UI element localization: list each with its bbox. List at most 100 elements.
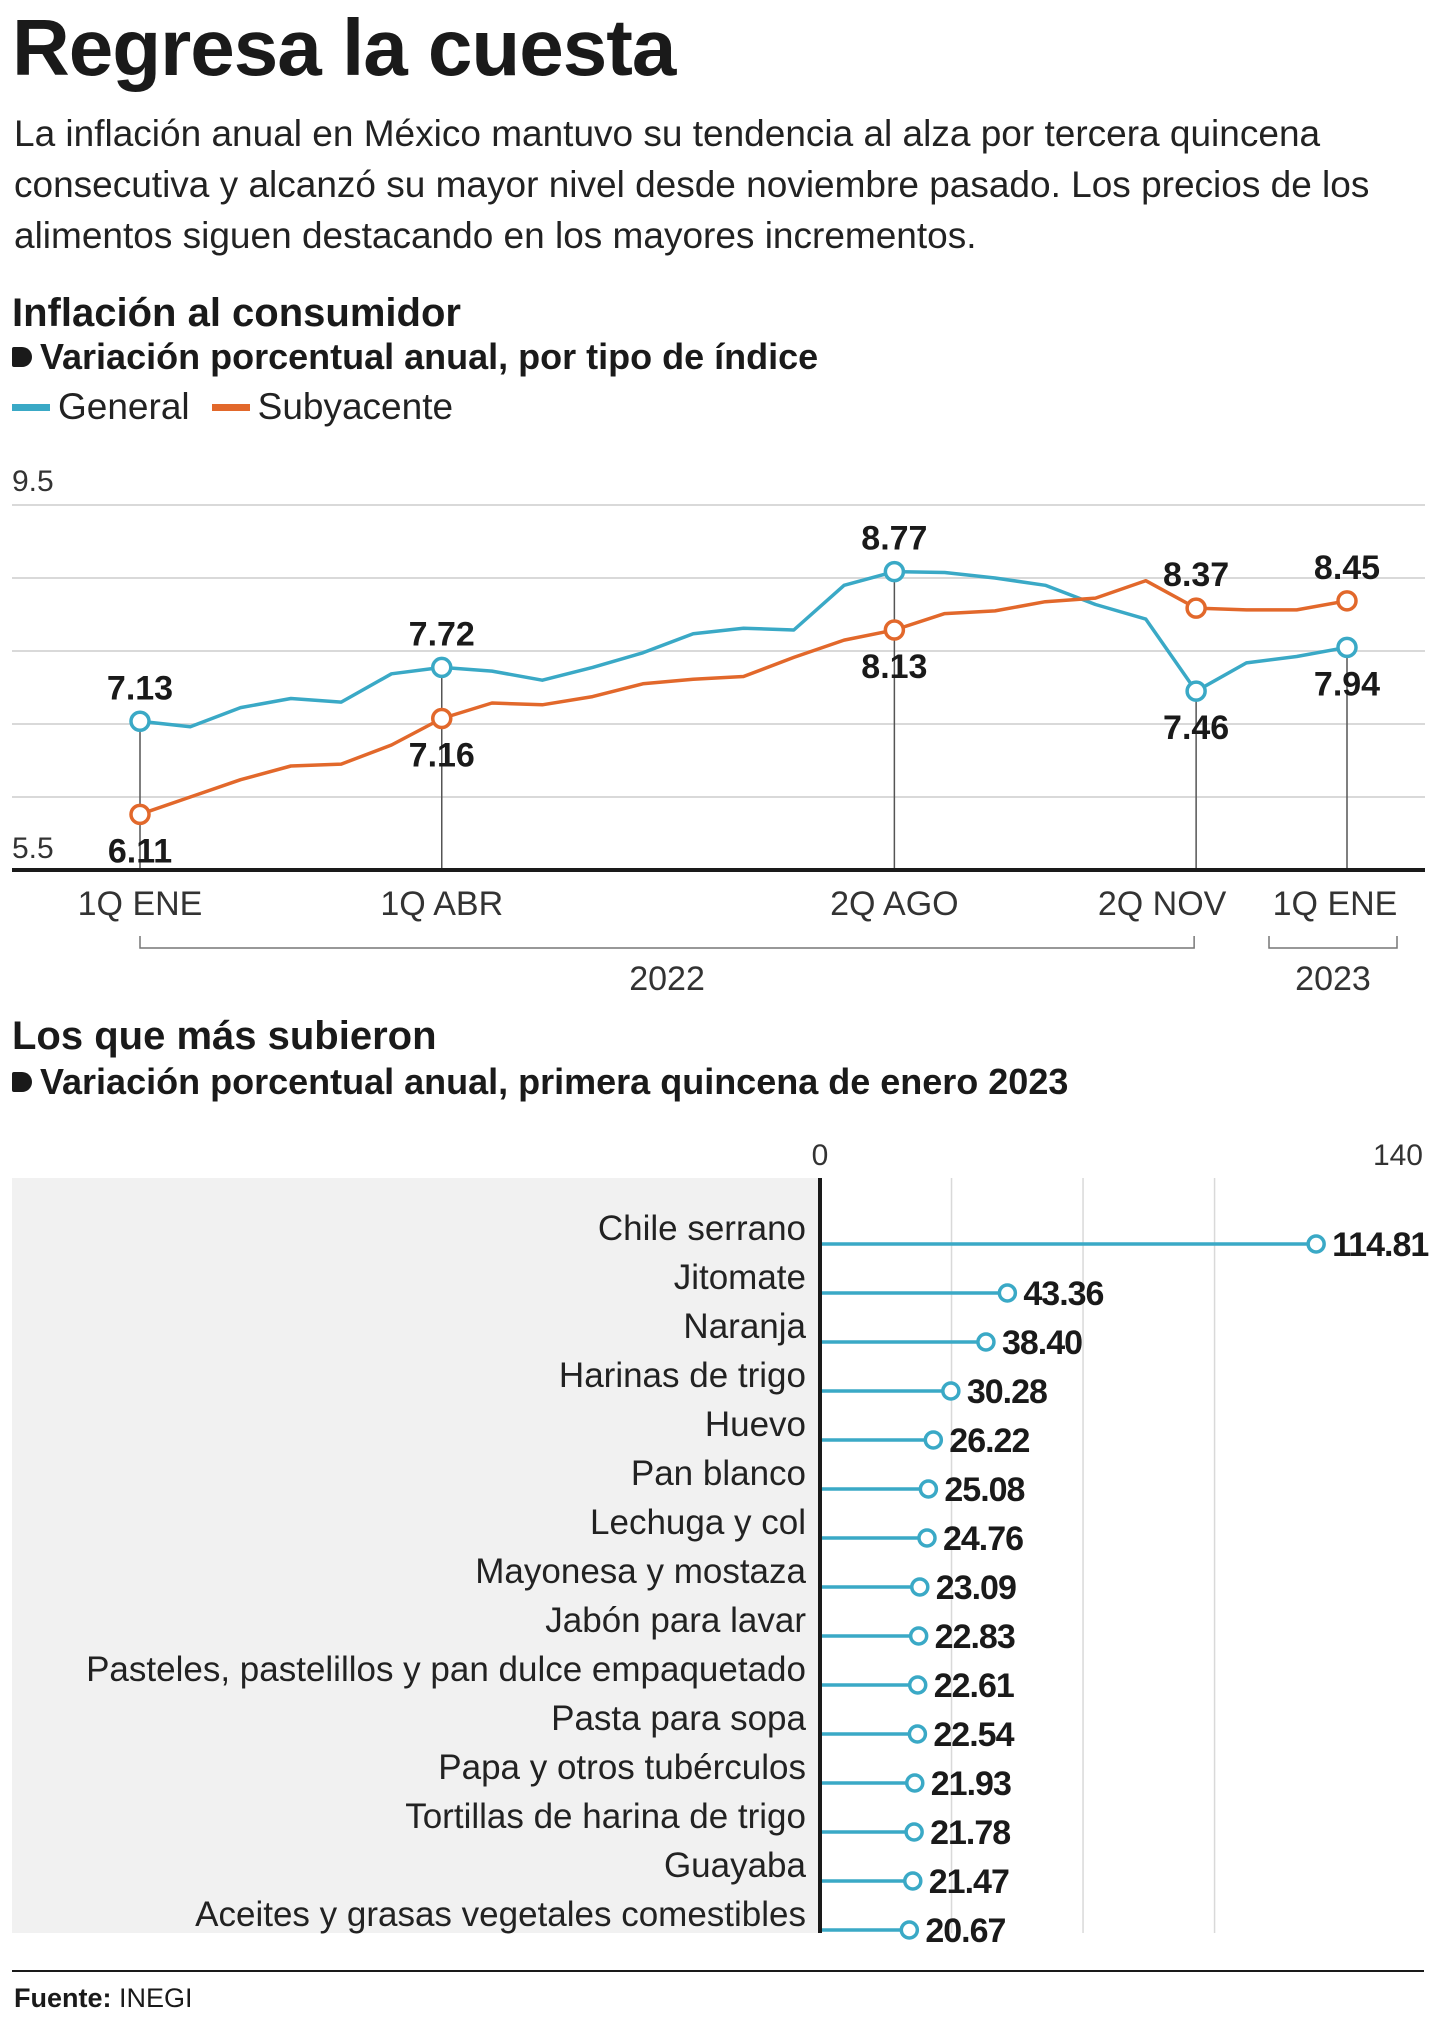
year-bracket [139,936,1195,949]
value-label: 22.83 [935,1618,1015,1656]
value-label: 21.78 [930,1814,1010,1852]
x-tick-label: 1Q ABR [380,885,503,923]
bar-chart-title: Los que más subieron [12,1014,437,1058]
data-point-subyacente [883,619,906,641]
data-point-subyacente [1185,597,1207,619]
line-chart-subtitle-row: Variación porcentual anual, por tipo de … [12,339,818,375]
x-tick-label: 2Q AGO [830,885,959,923]
lollipop-dot [1306,1234,1326,1254]
category-label: Pasta para sopa [551,1699,806,1738]
footer-divider [12,1970,1424,1972]
value-label: 21.93 [931,1765,1011,1803]
lollipop-dot [976,1332,996,1352]
data-point-general [431,656,453,679]
bullet-marker-icon [12,347,32,367]
source-value: INEGI [119,1983,193,2013]
lollipop-dot [923,1430,944,1450]
value-label: 24.76 [943,1520,1023,1558]
value-label: 21.47 [929,1863,1009,1901]
data-label: 7.46 [1163,709,1229,747]
category-label: Jabón para lavar [545,1601,806,1640]
lollipop-dot [904,1822,924,1842]
series-line-subyacente [139,578,1348,816]
category-label: Jitomate [674,1258,806,1297]
legend-item-general: General [12,386,190,428]
data-point-subyacente [129,803,151,826]
data-label: 6.11 [108,832,172,870]
data-point-general [1336,636,1358,659]
x-tick-label: 2Q NOV [1098,885,1227,923]
lollipop-dot [903,1871,923,1891]
value-label: 38.40 [1002,1324,1082,1362]
category-label: Aceites y grasas vegetales comestibles [195,1895,806,1934]
bullet-marker-icon [12,1072,32,1092]
x-tick-label: 1Q ENE [78,885,203,923]
data-point-subyacente [1336,590,1358,612]
category-label: Huevo [705,1405,806,1444]
data-label: 7.94 [1314,665,1380,703]
value-label: 22.61 [934,1667,1014,1705]
data-point-general [129,710,151,733]
y-tick-label: 9.5 [12,465,54,498]
x-tick-label: 140 [1373,1139,1423,1172]
value-label: 22.54 [933,1716,1014,1754]
page-title: Regresa la cuesta [12,3,676,92]
lollipop-dot [907,1675,928,1695]
lollipop-dot [917,1528,937,1548]
series-line-general [139,569,1348,729]
legend-swatch-general [12,403,50,411]
year-label: 2023 [1295,960,1371,998]
legend-item-subyacente: Subyacente [211,386,454,428]
data-label: 8.13 [861,648,927,686]
bar-chart-subtitle: Variación porcentual anual, primera quin… [40,1061,1069,1102]
intro-text: La inflación anual en México mantuvo su … [14,113,1370,256]
line-chart-title: Inflación al consumidor [12,291,461,335]
data-label: 7.13 [107,669,173,707]
data-label: 8.37 [1163,556,1229,594]
x-tick-label: 0 [812,1139,829,1172]
data-label: 7.72 [409,615,475,653]
lollipop-dot [907,1724,928,1744]
lollipop-dot [905,1773,925,1793]
category-label: Harinas de trigo [559,1356,806,1395]
lollipop-dot [918,1479,939,1499]
source-label: Fuente: [14,1983,112,2013]
data-point-subyacente [431,707,453,730]
category-label: Papa y otros tubérculos [438,1748,806,1787]
x-tick-label: 1Q ENE [1273,885,1398,923]
value-label: 26.22 [949,1422,1029,1460]
value-label: 30.28 [967,1373,1047,1411]
category-label: Pan blanco [631,1454,806,1493]
lollipop-dot [941,1381,961,1401]
data-point-general [883,560,906,583]
lollipop-dot [997,1283,1018,1303]
lollipop-chart: 0 140 Chile serrano 114.81 Jitomate 43.36 Nara… [12,1139,1429,1950]
line-chart-legend: General Subyacente [12,386,475,428]
data-label: 8.77 [861,520,927,558]
category-label: Guayaba [664,1846,807,1885]
source-note: Fuente: INEGI [14,1983,193,2014]
legend-swatch-subyacente [211,403,250,411]
year-bracket [1268,936,1398,949]
legend-label-general: General [58,386,190,427]
category-label: Lechuga y col [590,1503,806,1542]
value-label: 23.09 [936,1569,1016,1607]
data-label: 8.45 [1314,549,1380,587]
label-panel [12,1178,820,1933]
value-label: 20.67 [925,1912,1005,1950]
data-label: 7.16 [409,737,475,775]
y-tick-label: 5.5 [12,832,54,865]
value-label: 25.08 [944,1471,1024,1509]
category-label: Mayonesa y mostaza [475,1552,806,1591]
line-chart: 9.5 5.5 7.13 7.72 8.77 7.46 7.94 6.11 7.16 8.13 8.… [12,465,1425,998]
category-label: Pasteles, pastelillos y pan dulce empaqu… [86,1650,806,1689]
bar-chart-subtitle-row: Variación porcentual anual, primera quin… [12,1064,1068,1100]
category-label: Chile serrano [598,1209,806,1248]
lollipop-dot [908,1626,929,1646]
legend-label-subyacente: Subyacente [257,386,454,427]
value-label: 114.81 [1332,1226,1428,1264]
lollipop-dot [910,1577,930,1597]
data-point-general [1185,680,1207,702]
category-label: Naranja [683,1307,806,1346]
line-chart-subtitle: Variación porcentual anual, por tipo de … [40,336,819,377]
